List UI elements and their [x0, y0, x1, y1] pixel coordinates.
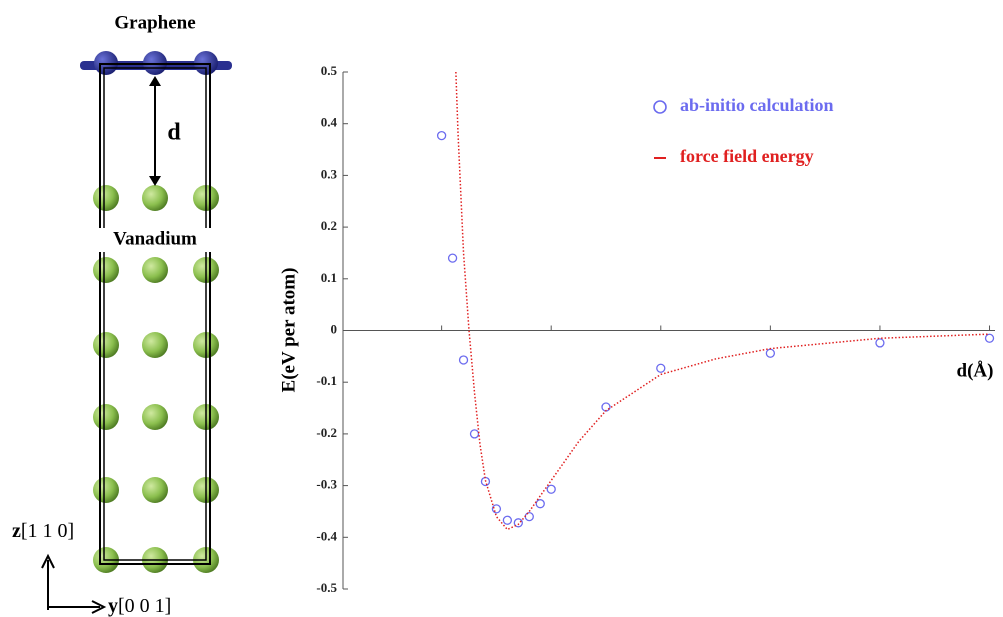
plot: E(eV per atom) d(Å) 0.5 0.4 0.3 0.2 0.1 0 -0.1… — [278, 63, 995, 595]
legend-marker — [654, 101, 666, 113]
z-letter: z — [12, 520, 21, 542]
graphene-label: Graphene — [114, 12, 195, 33]
x-axis-label: d(Å) — [957, 360, 994, 381]
figure: Graphene Vanadium d z[1 1 0] y[0 0 1] E(… — [0, 0, 1003, 617]
data-point — [536, 500, 544, 508]
y-tick-label: 0.1 — [321, 270, 337, 285]
z-axis-arrow — [42, 556, 54, 610]
legend-label: ab-initio calculation — [680, 95, 834, 115]
vanadium-label: Vanadium — [113, 228, 197, 249]
y-tick-label: -0.2 — [316, 425, 337, 440]
data-point — [503, 516, 511, 524]
y-tick-label: -0.5 — [316, 580, 337, 595]
legend-label: force field energy — [680, 146, 814, 166]
y-letter: y — [108, 595, 118, 617]
y-direction: y[0 0 1] — [108, 595, 171, 617]
structure-diagram: Graphene Vanadium d z[1 1 0] y[0 0 1] — [12, 12, 232, 616]
y-axis-label: E(eV per atom) — [278, 268, 299, 393]
y-tick-label: -0.4 — [316, 528, 337, 543]
y-tick-label: -0.3 — [316, 477, 337, 492]
y-tick-label: 0.3 — [321, 166, 338, 181]
y-tick-label: 0.5 — [321, 63, 338, 78]
y-tick-label: 0 — [331, 321, 338, 336]
data-point — [438, 132, 446, 140]
gap-label: d — [167, 120, 181, 146]
y-tick-label: 0.4 — [321, 115, 338, 130]
data-point — [470, 430, 478, 438]
data-point — [547, 485, 555, 493]
data-point — [460, 356, 468, 364]
y-index: [0 0 1] — [118, 595, 171, 617]
fit-curve — [456, 72, 990, 530]
data-point — [525, 513, 533, 521]
y-axis-arrow — [48, 601, 104, 613]
z-direction: z[1 1 0] — [12, 520, 74, 542]
z-index: [1 1 0] — [21, 520, 74, 542]
data-point — [449, 254, 457, 262]
data-point — [986, 334, 994, 342]
y-tick-label: 0.2 — [321, 218, 337, 233]
data-point — [766, 349, 774, 357]
data-point — [876, 339, 884, 347]
data-point — [657, 364, 665, 372]
data-point — [492, 505, 500, 513]
y-tick-label: -0.1 — [316, 373, 337, 388]
